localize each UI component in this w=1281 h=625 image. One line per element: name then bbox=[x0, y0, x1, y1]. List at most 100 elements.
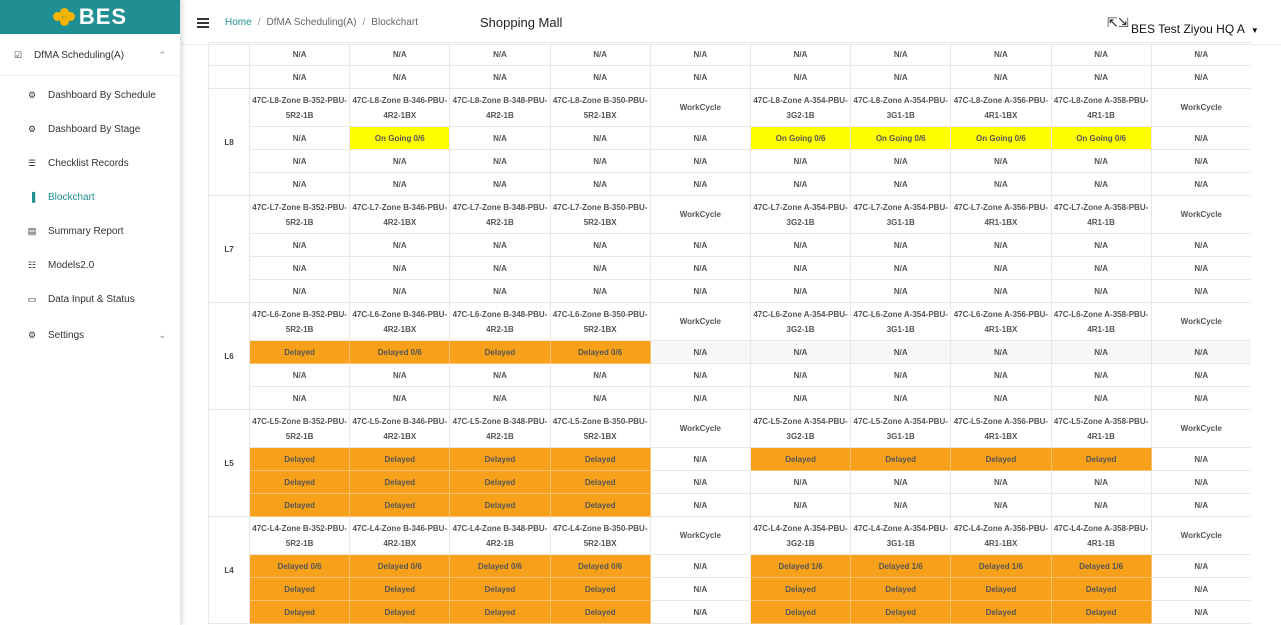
status-cell[interactable]: Delayed bbox=[449, 493, 551, 517]
status-cell[interactable]: N/A bbox=[449, 279, 551, 303]
status-cell[interactable]: Delayed bbox=[850, 447, 952, 471]
status-cell[interactable]: Delayed bbox=[248, 600, 351, 624]
status-cell[interactable]: N/A bbox=[349, 42, 451, 66]
status-cell[interactable]: Delayed bbox=[449, 577, 551, 601]
status-cell[interactable]: N/A bbox=[1050, 42, 1152, 66]
status-cell[interactable]: N/A bbox=[449, 65, 551, 89]
status-cell[interactable]: N/A bbox=[649, 42, 751, 66]
status-cell[interactable]: Delayed bbox=[549, 600, 651, 624]
sidebar-item-models[interactable]: ☷ Models2.0 bbox=[0, 248, 180, 282]
status-cell[interactable]: N/A bbox=[950, 233, 1052, 257]
status-cell[interactable]: N/A bbox=[649, 600, 751, 624]
status-cell[interactable]: N/A bbox=[1150, 172, 1251, 196]
status-cell[interactable]: N/A bbox=[749, 65, 852, 89]
status-cell[interactable]: N/A bbox=[850, 386, 952, 410]
sidebar-item-settings[interactable]: ⚙ Settings ⌄ bbox=[0, 318, 180, 352]
status-cell[interactable]: N/A bbox=[850, 233, 952, 257]
status-cell[interactable]: N/A bbox=[1150, 386, 1251, 410]
status-cell[interactable]: N/A bbox=[649, 340, 751, 364]
breadcrumb-item[interactable]: DfMA Scheduling(A) bbox=[266, 17, 357, 28]
status-cell[interactable]: N/A bbox=[649, 577, 751, 601]
status-cell[interactable]: N/A bbox=[1050, 340, 1152, 364]
status-cell[interactable]: N/A bbox=[749, 493, 852, 517]
status-cell[interactable]: N/A bbox=[749, 470, 852, 494]
status-cell[interactable]: Delayed 0/6 bbox=[449, 554, 551, 578]
status-cell[interactable]: N/A bbox=[1050, 172, 1152, 196]
status-cell[interactable]: Delayed bbox=[549, 493, 651, 517]
status-cell[interactable]: Delayed bbox=[449, 447, 551, 471]
status-cell[interactable]: Delayed 0/6 bbox=[248, 554, 351, 578]
status-cell[interactable]: N/A bbox=[950, 42, 1052, 66]
status-cell[interactable]: N/A bbox=[649, 386, 751, 410]
status-cell[interactable]: N/A bbox=[950, 363, 1052, 387]
status-cell[interactable]: Delayed bbox=[449, 470, 551, 494]
status-cell[interactable]: N/A bbox=[549, 233, 651, 257]
status-cell[interactable]: N/A bbox=[749, 172, 852, 196]
status-cell[interactable]: Delayed bbox=[349, 447, 451, 471]
sidebar-item-dashboard-schedule[interactable]: ⚙ Dashboard By Schedule bbox=[0, 78, 180, 112]
status-cell[interactable]: Delayed bbox=[850, 577, 952, 601]
status-cell[interactable]: N/A bbox=[1050, 493, 1152, 517]
status-cell[interactable]: N/A bbox=[649, 126, 751, 150]
status-cell[interactable]: N/A bbox=[850, 279, 952, 303]
status-cell[interactable]: N/A bbox=[1150, 577, 1251, 601]
status-cell[interactable]: N/A bbox=[749, 340, 852, 364]
status-cell[interactable]: Delayed bbox=[1050, 447, 1152, 471]
status-cell[interactable]: N/A bbox=[950, 256, 1052, 280]
status-cell[interactable]: Delayed bbox=[749, 447, 852, 471]
status-cell[interactable]: N/A bbox=[649, 447, 751, 471]
status-cell[interactable]: N/A bbox=[1150, 279, 1251, 303]
status-cell[interactable]: Delayed bbox=[549, 577, 651, 601]
status-cell[interactable]: N/A bbox=[449, 386, 551, 410]
status-cell[interactable]: N/A bbox=[649, 470, 751, 494]
status-cell[interactable]: N/A bbox=[549, 65, 651, 89]
status-cell[interactable]: N/A bbox=[749, 386, 852, 410]
status-cell[interactable]: Delayed 1/6 bbox=[1050, 554, 1152, 578]
status-cell[interactable]: N/A bbox=[349, 233, 451, 257]
status-cell[interactable]: Delayed bbox=[749, 577, 852, 601]
status-cell[interactable]: N/A bbox=[749, 363, 852, 387]
logo[interactable]: BES bbox=[0, 0, 180, 34]
status-cell[interactable]: Delayed bbox=[349, 577, 451, 601]
sidebar-item-data-input[interactable]: ▭ Data Input & Status bbox=[0, 282, 180, 316]
status-cell[interactable]: N/A bbox=[649, 149, 751, 173]
status-cell[interactable]: Delayed bbox=[950, 600, 1052, 624]
status-cell[interactable]: Delayed bbox=[549, 447, 651, 471]
status-cell[interactable]: N/A bbox=[749, 42, 852, 66]
status-cell[interactable]: N/A bbox=[549, 279, 651, 303]
status-cell[interactable]: N/A bbox=[950, 172, 1052, 196]
status-cell[interactable]: N/A bbox=[1050, 279, 1152, 303]
status-cell[interactable]: N/A bbox=[349, 363, 451, 387]
status-cell[interactable]: N/A bbox=[950, 493, 1052, 517]
status-cell[interactable]: N/A bbox=[248, 126, 351, 150]
status-cell[interactable]: N/A bbox=[349, 172, 451, 196]
status-cell[interactable]: N/A bbox=[449, 42, 551, 66]
status-cell[interactable]: N/A bbox=[248, 279, 351, 303]
status-cell[interactable]: N/A bbox=[248, 172, 351, 196]
status-cell[interactable]: N/A bbox=[549, 386, 651, 410]
status-cell[interactable]: N/A bbox=[850, 256, 952, 280]
status-cell[interactable]: N/A bbox=[1150, 493, 1251, 517]
status-cell[interactable]: N/A bbox=[1150, 126, 1251, 150]
status-cell[interactable]: N/A bbox=[850, 149, 952, 173]
status-cell[interactable]: N/A bbox=[1050, 65, 1152, 89]
status-cell[interactable]: Delayed bbox=[349, 470, 451, 494]
status-cell[interactable]: N/A bbox=[649, 493, 751, 517]
status-cell[interactable]: N/A bbox=[649, 363, 751, 387]
status-cell[interactable]: N/A bbox=[850, 42, 952, 66]
status-cell[interactable]: N/A bbox=[248, 233, 351, 257]
status-cell[interactable]: N/A bbox=[749, 279, 852, 303]
status-cell[interactable]: N/A bbox=[549, 172, 651, 196]
status-cell[interactable]: Delayed bbox=[1050, 600, 1152, 624]
status-cell[interactable]: N/A bbox=[1150, 447, 1251, 471]
status-cell[interactable]: On Going 0/6 bbox=[850, 126, 952, 150]
status-cell[interactable]: N/A bbox=[649, 233, 751, 257]
status-cell[interactable]: N/A bbox=[1050, 256, 1152, 280]
status-cell[interactable]: N/A bbox=[950, 386, 1052, 410]
status-cell[interactable]: N/A bbox=[349, 386, 451, 410]
status-cell[interactable]: Delayed bbox=[449, 600, 551, 624]
status-cell[interactable]: N/A bbox=[1150, 340, 1251, 364]
status-cell[interactable]: Delayed 0/6 bbox=[349, 554, 451, 578]
status-cell[interactable]: N/A bbox=[349, 65, 451, 89]
status-cell[interactable]: N/A bbox=[549, 42, 651, 66]
